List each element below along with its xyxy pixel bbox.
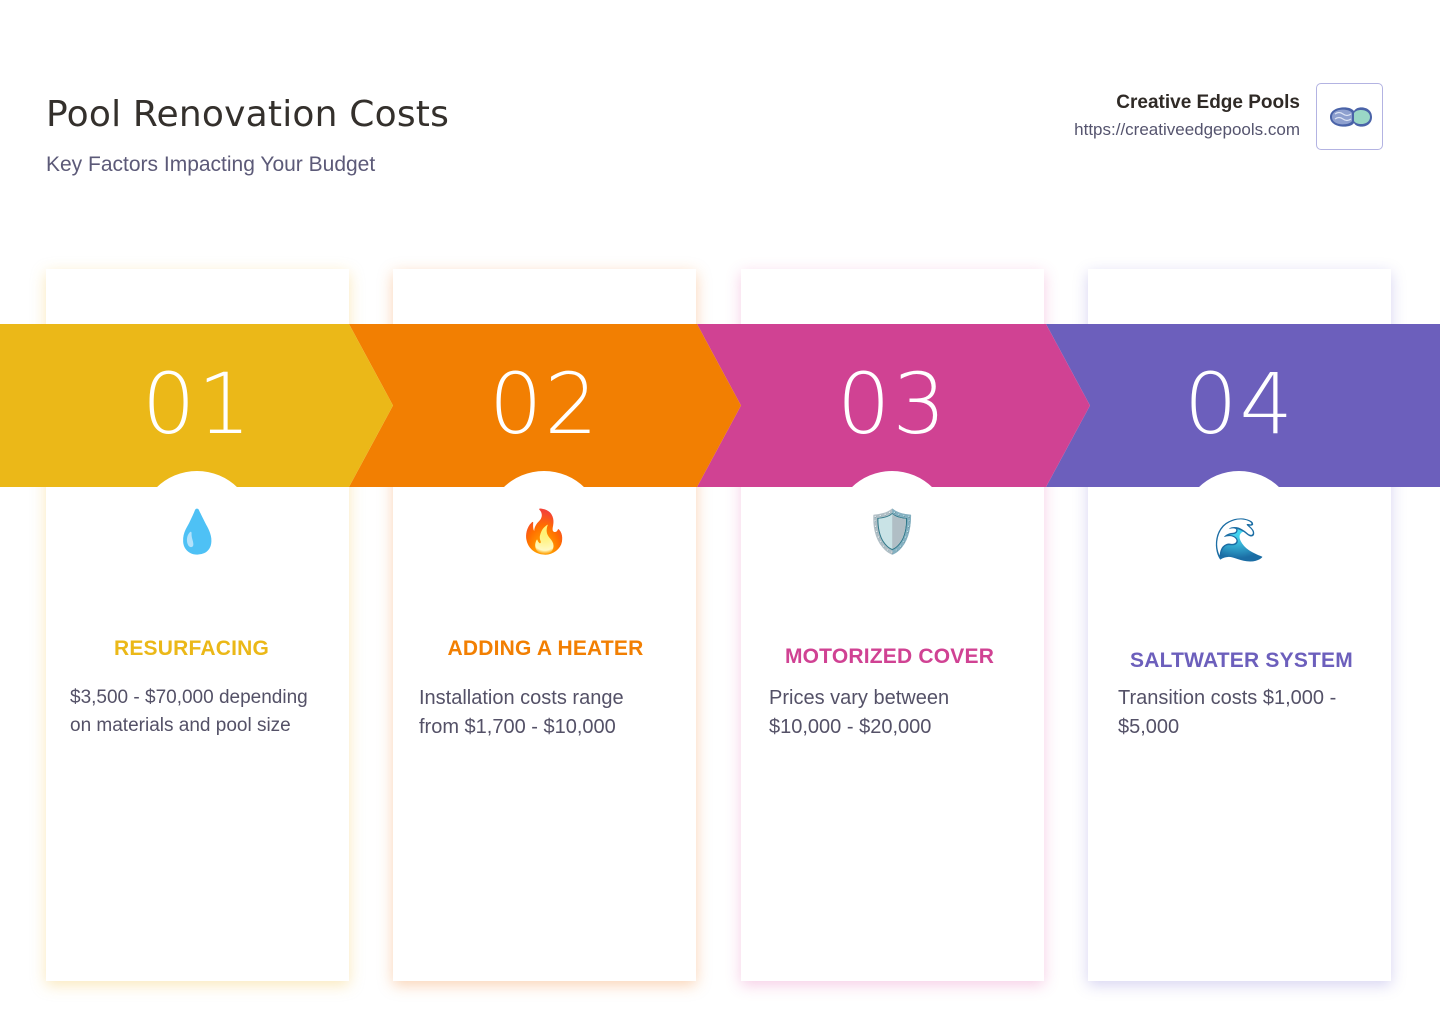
page-subtitle: Key Factors Impacting Your Budget <box>46 153 376 176</box>
brand-block: Creative Edge Pools https://creativeedge… <box>1074 92 1300 140</box>
step-number-4: 04 <box>1184 355 1295 453</box>
step-description-4: Transition costs $1,000 - $5,000 <box>1118 687 1337 738</box>
icon-circle-3 <box>834 471 950 587</box>
step-chevron-band <box>0 324 1440 487</box>
step-number-3: 03 <box>837 355 948 453</box>
step-heading-2: ADDING A HEATER <box>447 637 644 660</box>
step-number-1: 01 <box>142 355 253 453</box>
step-description-2: Installation costs range from $1,700 - $… <box>419 687 624 738</box>
brand-logo <box>1316 83 1383 150</box>
fire-icon: 🔥 <box>518 508 571 555</box>
page-title: Pool Renovation Costs <box>46 94 450 135</box>
brand-url[interactable]: https://creativeedgepools.com <box>1074 120 1300 139</box>
chevron-segment-4 <box>1046 324 1440 487</box>
chevron-segment-1 <box>0 324 393 487</box>
water-droplet-icon: 💧 <box>171 508 224 555</box>
brand-name: Creative Edge Pools <box>1116 92 1300 113</box>
step-number-2: 02 <box>489 355 600 453</box>
step-heading-4: SALTWATER SYSTEM <box>1130 649 1353 672</box>
icon-circle-2 <box>486 471 602 587</box>
icon-circle-4 <box>1181 471 1297 587</box>
step-description-3: Prices vary between $10,000 - $20,000 <box>769 687 950 738</box>
chevron-segment-3 <box>697 324 1090 487</box>
icon-circle-1 <box>139 471 255 587</box>
step-heading-1: RESURFACING <box>113 637 270 660</box>
pool-logo-icon <box>1329 106 1372 127</box>
chevron-segment-2 <box>349 324 741 487</box>
step-heading-3: MOTORIZED COVER <box>784 645 995 668</box>
step-description-1: $3,500 - $70,000 depending on materials … <box>70 687 308 736</box>
wave-icon: 🌊 <box>1213 516 1266 563</box>
shield-icon: 🛡️ <box>866 508 919 555</box>
